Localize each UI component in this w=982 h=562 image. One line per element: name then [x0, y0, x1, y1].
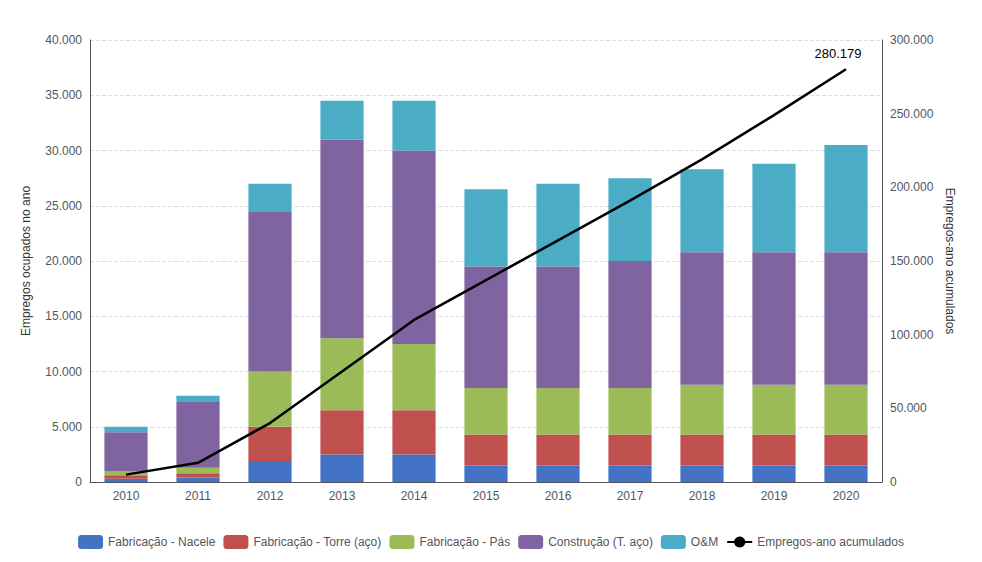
- svg-text:Fabricação - Nacele: Fabricação - Nacele: [108, 535, 216, 549]
- svg-text:20.000: 20.000: [45, 254, 82, 268]
- svg-text:Empregos-ano acumulados: Empregos-ano acumulados: [757, 535, 904, 549]
- svg-text:25.000: 25.000: [45, 199, 82, 213]
- svg-text:2018: 2018: [689, 489, 716, 503]
- svg-text:50.000: 50.000: [890, 401, 927, 415]
- svg-text:0: 0: [75, 475, 82, 489]
- svg-text:O&M: O&M: [691, 535, 718, 549]
- svg-text:2014: 2014: [401, 489, 428, 503]
- svg-text:40.000: 40.000: [45, 33, 82, 47]
- svg-text:Fabricação - Torre (aço): Fabricação - Torre (aço): [253, 535, 381, 549]
- svg-text:Construção (T. aço): Construção (T. aço): [548, 535, 653, 549]
- svg-text:2012: 2012: [257, 489, 284, 503]
- svg-text:100.000: 100.000: [890, 328, 934, 342]
- svg-text:280.179: 280.179: [815, 46, 862, 61]
- svg-text:30.000: 30.000: [45, 144, 82, 158]
- svg-text:2016: 2016: [545, 489, 572, 503]
- svg-text:10.000: 10.000: [45, 365, 82, 379]
- svg-text:35.000: 35.000: [45, 88, 82, 102]
- svg-text:150.000: 150.000: [890, 254, 934, 268]
- svg-text:2020: 2020: [833, 489, 860, 503]
- svg-text:2011: 2011: [185, 489, 211, 503]
- svg-text:Fabricação - Pás: Fabricação - Pás: [419, 535, 510, 549]
- svg-text:2017: 2017: [617, 489, 644, 503]
- svg-text:2010: 2010: [113, 489, 140, 503]
- svg-text:5.000: 5.000: [52, 420, 82, 434]
- svg-text:15.000: 15.000: [45, 309, 82, 323]
- svg-text:300.000: 300.000: [890, 33, 934, 47]
- svg-text:Empregos ocupados no ano: Empregos ocupados no ano: [19, 186, 33, 336]
- svg-text:0: 0: [890, 475, 897, 489]
- svg-text:2013: 2013: [329, 489, 356, 503]
- svg-text:250.000: 250.000: [890, 107, 934, 121]
- svg-text:2015: 2015: [473, 489, 500, 503]
- svg-text:200.000: 200.000: [890, 180, 934, 194]
- svg-text:Empregos-ano acumulados: Empregos-ano acumulados: [943, 188, 957, 335]
- svg-text:2019: 2019: [761, 489, 788, 503]
